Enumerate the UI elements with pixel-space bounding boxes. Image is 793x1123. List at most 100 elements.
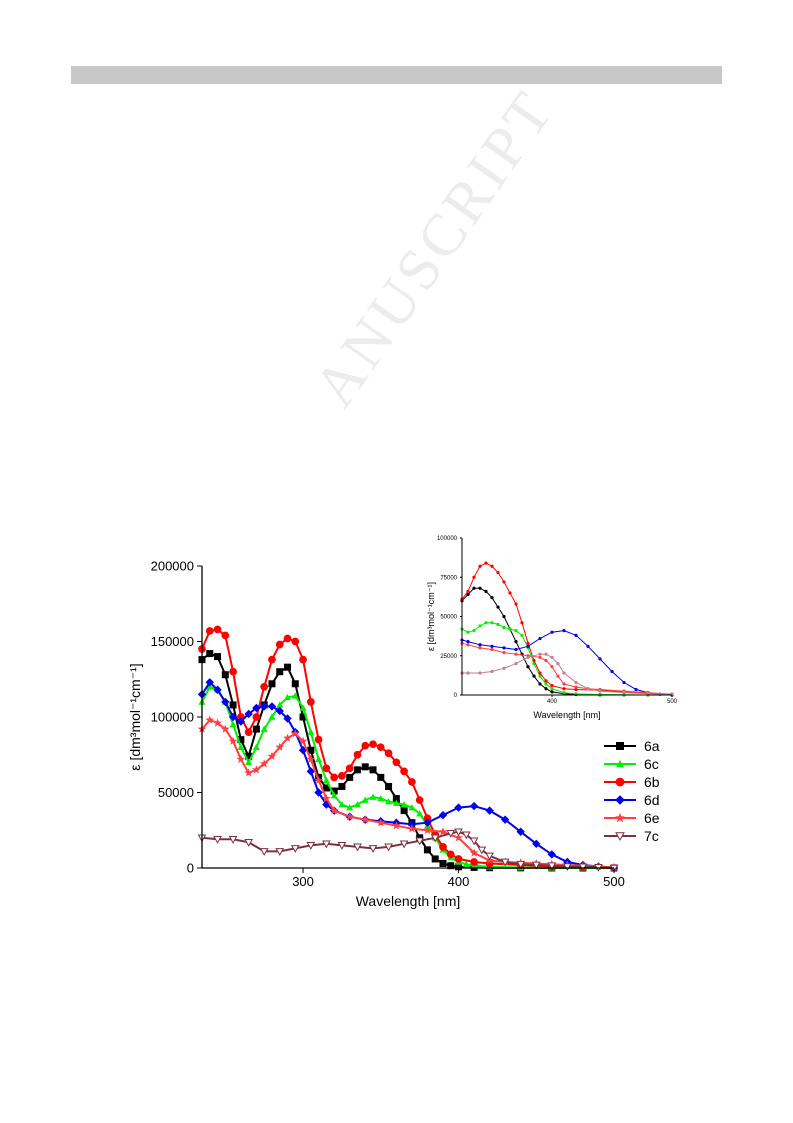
data-point-6e <box>244 768 253 777</box>
data-point-6a <box>431 855 439 863</box>
data-point-6d <box>306 767 316 776</box>
legend: 6a 6c 6b 6d 6e 7c <box>604 738 660 844</box>
data-point-6d <box>252 703 261 713</box>
data-point-7c <box>228 836 238 844</box>
data-point-7c <box>399 840 409 849</box>
data-point-6e <box>544 658 548 663</box>
data-point-7c <box>516 860 526 869</box>
data-point-6a <box>206 650 214 658</box>
data-point-7c <box>466 671 470 675</box>
legend-marker-6c <box>616 760 624 768</box>
data-point-7c <box>598 689 602 693</box>
y-tick-label: 75000 <box>440 575 457 581</box>
data-point-6a <box>369 766 377 774</box>
data-point-6d <box>500 815 510 824</box>
data-point-7c <box>538 652 542 656</box>
data-point-6b <box>415 796 424 804</box>
legend-marker-6e <box>615 812 625 823</box>
data-point-6a <box>346 773 354 781</box>
legend-marker-7c <box>615 832 625 842</box>
data-point-6d <box>502 646 506 650</box>
data-point-6c <box>416 810 424 817</box>
data-point-6a <box>550 690 554 694</box>
data-point-6b <box>544 679 548 683</box>
data-point-6b <box>283 634 292 643</box>
series-7c <box>460 652 674 697</box>
data-point-6b <box>376 743 385 752</box>
data-point-6b <box>423 814 432 823</box>
legend-label-6e: 6e <box>644 810 660 826</box>
data-point-6e <box>259 759 269 768</box>
data-point-6d <box>532 839 541 849</box>
data-point-7c <box>547 862 557 871</box>
data-point-6e <box>329 806 339 815</box>
data-point-6e <box>454 833 463 842</box>
data-point-6b <box>514 602 518 606</box>
data-point-6d <box>514 647 518 652</box>
data-point-7c <box>490 669 494 674</box>
y-tick-label: 0 <box>454 693 458 699</box>
data-point-7c <box>259 848 269 856</box>
data-point-6e <box>550 665 554 669</box>
legend-marker-6b <box>615 777 625 787</box>
data-point-6c <box>472 629 476 633</box>
data-point-6e <box>438 827 448 836</box>
data-point-6b <box>205 627 214 635</box>
data-point-6d <box>407 820 417 829</box>
data-point-7c <box>485 852 494 861</box>
data-point-6b <box>496 570 500 575</box>
y-tick-label: 0 <box>187 861 194 876</box>
y-tick-label: 25000 <box>440 654 457 660</box>
data-point-7c <box>556 662 560 666</box>
legend-item-7c: 7c <box>604 828 659 844</box>
series-line-6a <box>201 652 614 869</box>
data-point-6a <box>514 640 518 644</box>
data-point-6c <box>392 799 400 806</box>
data-point-6b <box>538 671 542 675</box>
data-point-6e <box>478 646 482 650</box>
data-point-7c <box>290 845 300 853</box>
data-point-6b <box>574 687 578 692</box>
data-point-7c <box>500 858 510 867</box>
data-point-6e <box>228 736 238 745</box>
data-point-6d <box>562 629 566 633</box>
series-6a <box>198 650 618 872</box>
legend-item-6e: 6e <box>604 810 660 826</box>
data-point-6b <box>384 749 393 758</box>
data-point-6c <box>330 792 338 799</box>
series-line-6a <box>461 587 672 696</box>
data-point-6a <box>322 784 330 792</box>
data-point-7c <box>446 829 456 838</box>
y-tick-label: 100000 <box>437 536 458 542</box>
data-point-6e <box>236 754 246 763</box>
data-point-6d <box>586 644 590 648</box>
legend-label-6b: 6b <box>644 774 660 790</box>
data-point-6b <box>345 764 354 773</box>
legend-label-6a: 6a <box>644 738 660 754</box>
data-point-6c <box>478 624 482 628</box>
data-point-6e <box>562 682 566 686</box>
data-point-6a <box>496 605 500 609</box>
data-point-6d <box>275 706 284 716</box>
data-point-6e <box>376 818 386 827</box>
data-point-6a <box>307 746 315 754</box>
data-point-6b <box>490 564 494 568</box>
data-point-6e <box>469 848 479 857</box>
data-point-6e <box>252 765 261 774</box>
data-point-6c <box>385 798 393 805</box>
data-point-6b <box>484 561 488 565</box>
data-point-6e <box>275 742 285 751</box>
data-point-6d <box>466 640 470 644</box>
data-point-6d <box>423 818 432 827</box>
data-point-6b <box>472 575 476 579</box>
legend-label-6c: 6c <box>644 756 659 772</box>
data-point-6c <box>276 701 284 708</box>
main-chart: 300 400 500 0 50000 100000 150000 200000 Wavelen… <box>127 559 660 909</box>
data-point-7c <box>563 863 572 872</box>
data-point-6d <box>478 643 482 647</box>
data-point-6a <box>472 586 476 590</box>
data-point-6d <box>221 697 230 707</box>
data-point-6c <box>245 758 253 766</box>
data-point-6c <box>544 682 548 686</box>
data-point-6d <box>610 669 614 674</box>
